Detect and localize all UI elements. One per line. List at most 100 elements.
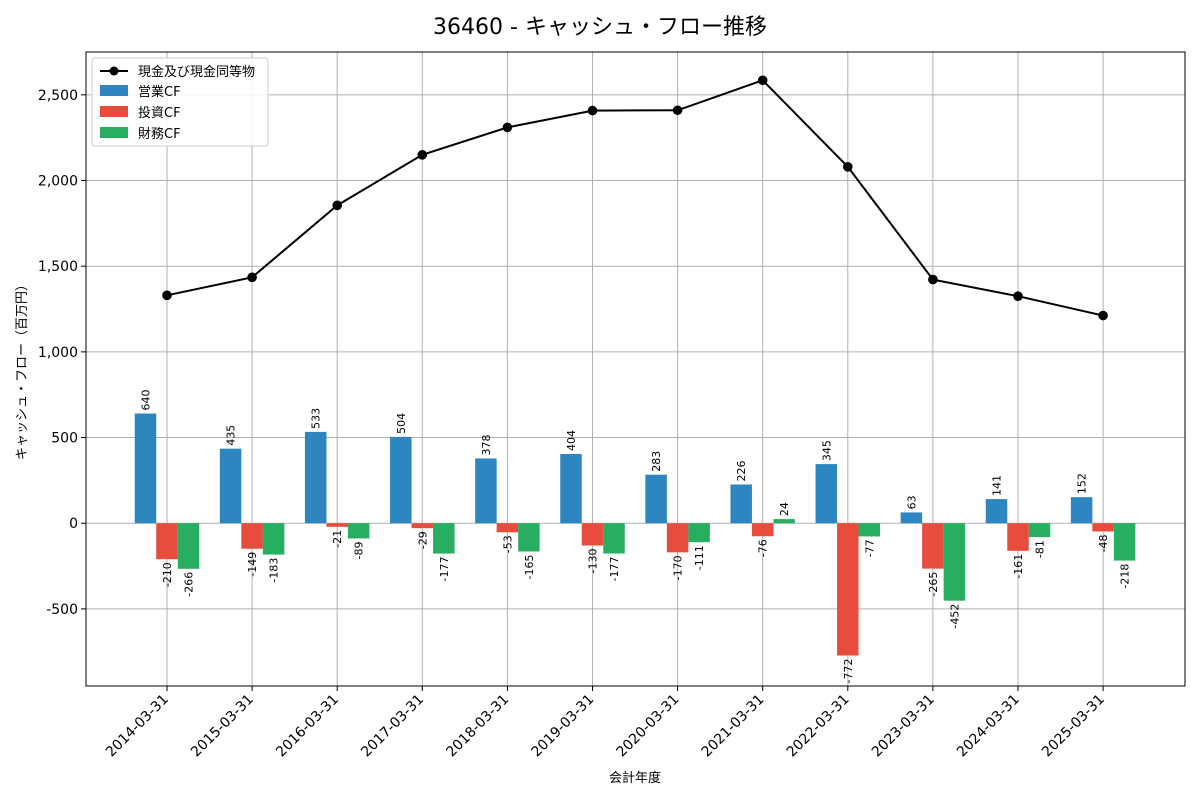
bar-value-label: -265 <box>927 572 940 597</box>
bar-value-label: -21 <box>331 530 344 548</box>
bar-投資CF <box>1092 523 1114 532</box>
cash-line-point <box>162 290 172 301</box>
bar-value-label: 283 <box>650 451 663 472</box>
y-tick-label: 500 <box>51 431 78 447</box>
legend-line-marker <box>109 66 119 76</box>
cash-line-point <box>587 105 598 116</box>
cash-line-point <box>928 274 938 285</box>
bar-営業CF <box>645 474 667 524</box>
bar-value-label: -218 <box>1119 564 1132 589</box>
bar-value-label: -177 <box>608 557 621 582</box>
bar-財務CF <box>177 523 200 569</box>
bars <box>134 413 1136 656</box>
x-axis-label: 会計年度 <box>609 770 661 786</box>
bar-value-label: 435 <box>225 425 238 446</box>
bar-投資CF <box>1007 523 1029 551</box>
bar-財務CF <box>518 523 540 552</box>
bar-value-label: -48 <box>1097 534 1110 552</box>
bar-value-label: -210 <box>161 562 174 587</box>
bar-営業CF <box>730 484 752 524</box>
legend-swatch <box>100 127 128 138</box>
cash-line-point <box>417 150 428 160</box>
bar-財務CF <box>858 523 881 537</box>
bar-value-label: 640 <box>140 390 153 411</box>
bar-value-label: -161 <box>1012 554 1025 579</box>
y-axis-label: キャッシュ・フロー（百万円） <box>15 278 30 460</box>
bar-value-label: -53 <box>501 535 514 553</box>
bar-営業CF <box>219 448 242 524</box>
legend-label: 現金及び現金同等物 <box>138 64 255 80</box>
bar-value-label: 533 <box>310 408 323 429</box>
bar-value-label: -452 <box>948 604 961 629</box>
bar-value-label: -183 <box>268 558 281 583</box>
bar-営業CF <box>1070 497 1093 524</box>
legend-swatch <box>100 106 128 117</box>
bar-投資CF <box>751 523 774 537</box>
cash-line-point <box>843 162 853 172</box>
bar-財務CF <box>943 523 966 601</box>
bar-value-label: -130 <box>587 548 600 573</box>
bar-営業CF <box>134 413 157 524</box>
bar-value-label: -177 <box>438 557 451 582</box>
bar-投資CF <box>922 523 944 569</box>
bar-投資CF <box>411 523 434 529</box>
bar-value-label: 63 <box>905 495 918 509</box>
cash-line-point <box>1098 310 1108 321</box>
cash-line-point <box>332 200 343 211</box>
bar-value-label: 504 <box>395 413 408 434</box>
bar-value-label: -165 <box>523 554 536 579</box>
bar-value-label: -772 <box>842 658 855 683</box>
legend-label: 営業CF <box>138 84 181 100</box>
bar-投資CF <box>581 523 604 546</box>
grid-lines <box>86 52 1185 686</box>
bar-value-label: 404 <box>565 430 578 451</box>
cash-line-path <box>166 79 1104 317</box>
y-tick-label: 0 <box>69 516 78 532</box>
bar-財務CF <box>773 519 795 524</box>
bar-財務CF <box>347 523 370 539</box>
bar-value-label: -111 <box>693 545 706 570</box>
legend-swatch <box>100 85 128 96</box>
legend-frame <box>91 57 269 147</box>
bar-投資CF <box>837 523 859 656</box>
cash-line-point <box>1013 291 1023 301</box>
bar-value-label: -76 <box>757 539 770 557</box>
bar-営業CF <box>815 464 838 524</box>
cash-line <box>162 75 1108 321</box>
y-tick-label: 2,000 <box>38 174 78 190</box>
bar-value-label: 141 <box>991 475 1004 496</box>
bar-value-label: 24 <box>778 502 791 516</box>
bar-営業CF <box>390 436 412 524</box>
bar-営業CF <box>900 512 923 524</box>
legend-label: 投資CF <box>138 105 181 121</box>
cash-line-point <box>672 105 683 116</box>
bar-value-label: -29 <box>416 531 429 549</box>
bar-value-label: -170 <box>672 555 685 580</box>
plot-frame <box>85 51 1186 687</box>
bar-投資CF <box>241 523 263 549</box>
cash-line-point <box>247 272 257 283</box>
bar-value-label: -77 <box>863 539 876 557</box>
bar-value-label: -266 <box>183 572 196 597</box>
bar-value-label: 226 <box>735 460 748 481</box>
bar-value-label: 152 <box>1076 473 1089 494</box>
bar-投資CF <box>496 523 519 533</box>
bar-value-label: -81 <box>1034 540 1047 558</box>
bar-財務CF <box>262 523 285 555</box>
y-tick-label: -500 <box>46 602 78 618</box>
bar-投資CF <box>666 523 689 553</box>
bar-財務CF <box>1028 523 1051 538</box>
y-tick-label: 2,500 <box>38 88 78 104</box>
y-tick-label: 1,500 <box>38 259 78 275</box>
legend-label: 財務CF <box>138 127 181 142</box>
bar-営業CF <box>560 453 582 524</box>
bar-投資CF <box>156 523 178 560</box>
bar-財務CF <box>433 523 455 554</box>
bar-営業CF <box>475 458 497 524</box>
bar-財務CF <box>688 523 710 543</box>
y-tick-label: 1,000 <box>38 345 78 361</box>
